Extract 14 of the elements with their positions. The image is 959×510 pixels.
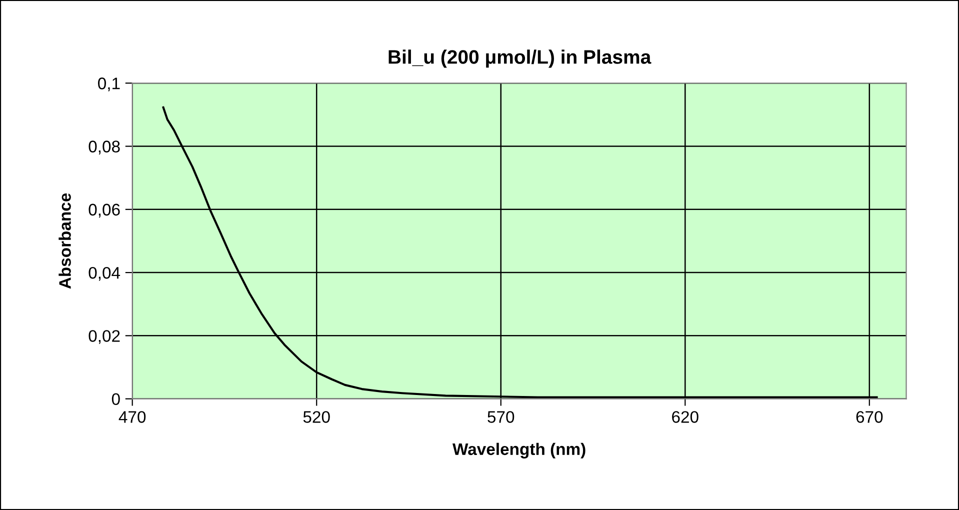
y-tick-label: 0 — [112, 393, 120, 406]
y-tick-label: 0,02 — [88, 330, 120, 344]
x-axis-title: Wavelength (nm) — [452, 442, 586, 458]
x-tick-label: 520 — [303, 411, 330, 423]
x-tick-label: 470 — [118, 411, 146, 423]
x-tick-label: 620 — [672, 411, 698, 423]
y-tick-label: 0,08 — [88, 140, 120, 154]
y-axis-title: Absorbance — [58, 193, 71, 289]
y-tick-label: 0,06 — [88, 204, 120, 218]
x-tick-label: 570 — [488, 411, 514, 423]
y-tick-label: 0,1 — [98, 78, 120, 92]
y-tick-label: 0,04 — [88, 266, 120, 281]
x-tick-label: 670 — [856, 411, 883, 423]
chart-title: Bil_u (200 μmol/L) in Plasma — [388, 50, 652, 68]
